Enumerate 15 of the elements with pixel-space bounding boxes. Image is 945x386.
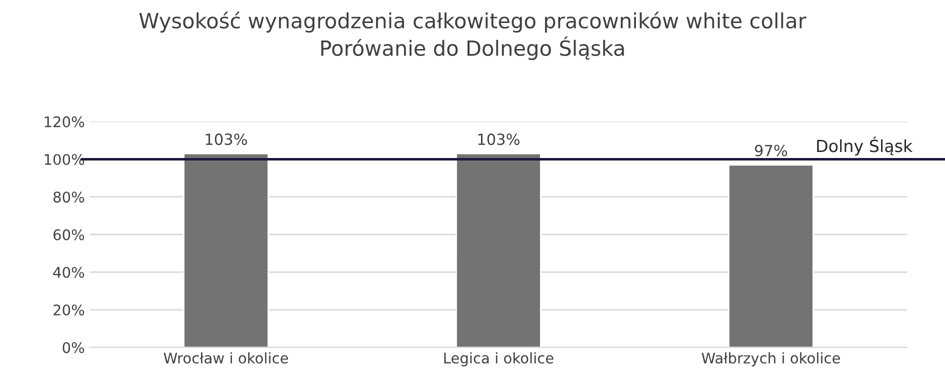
- y-tick-label: 20%: [54, 304, 84, 316]
- chart-title: Wysokość wynagrodzenia całkowitego pracowników white collar Porówanie do Dolnego Śląska: [139, 12, 806, 60]
- y-tick-label: 0%: [62, 342, 84, 354]
- y-tick-label: 120%: [44, 116, 84, 128]
- x-tick-label: Wałbrzych i okolice: [702, 352, 840, 366]
- x-tick-label: Wrocław i okolice: [164, 352, 288, 364]
- y-tick-label: 80%: [53, 192, 84, 203]
- y-tick-label: 40%: [53, 266, 84, 278]
- data-label: 97%: [754, 144, 788, 156]
- data-label: 103%: [206, 134, 248, 146]
- y-tick-label: 100%: [44, 154, 84, 165]
- y-tick-label: 60%: [54, 229, 84, 240]
- data-label: 103%: [478, 134, 520, 146]
- ref-line-label: Dolny Śląsk: [817, 136, 913, 156]
- x-tick-label: Legica i okolice: [444, 352, 554, 366]
